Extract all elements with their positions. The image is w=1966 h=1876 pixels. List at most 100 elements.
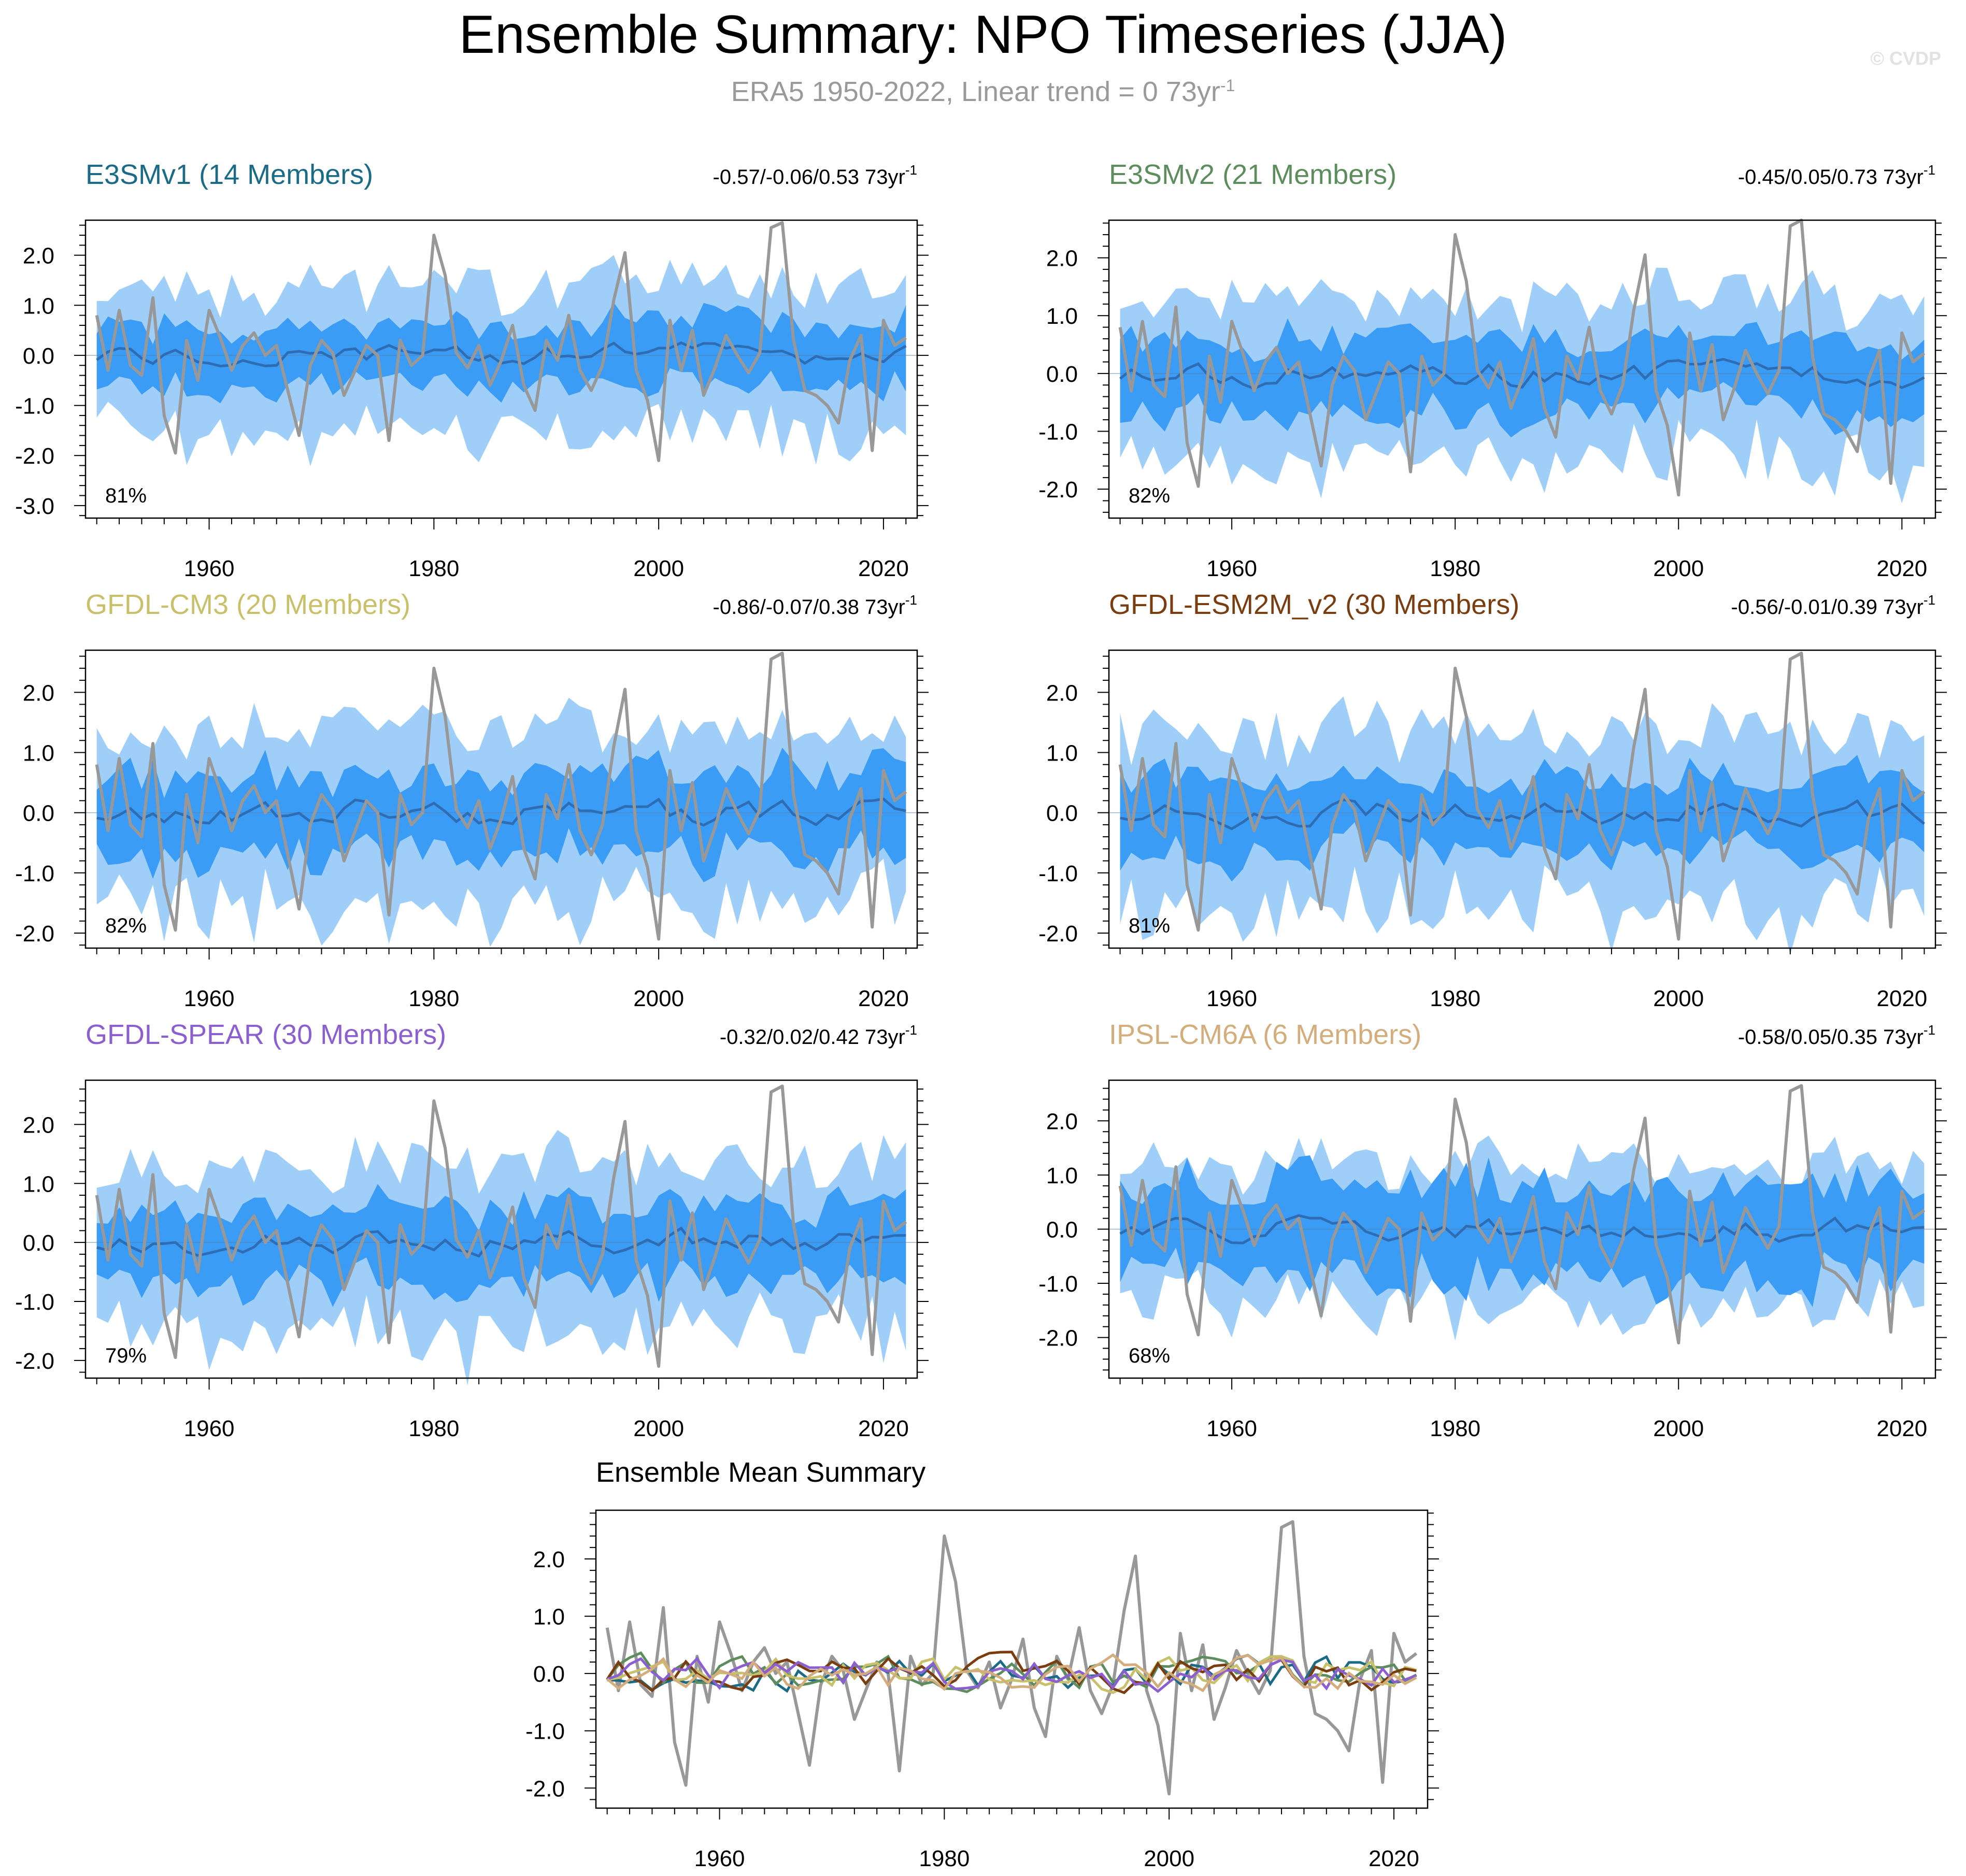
trend-label: -0.57/-0.06/0.53 73yr-1 bbox=[713, 162, 917, 189]
percent-label: 68% bbox=[1129, 1344, 1170, 1367]
y-tick-label: -2.0 bbox=[1038, 921, 1078, 947]
x-tick-label: 2020 bbox=[1876, 1416, 1927, 1441]
trend-value: -0.57/-0.06/0.53 73yr bbox=[713, 166, 905, 189]
y-tick-label: 1.0 bbox=[23, 740, 54, 766]
y-tick-label: 0.0 bbox=[1046, 1218, 1078, 1243]
y-tick-label: 1.0 bbox=[23, 1171, 54, 1197]
trend-label: -0.86/-0.07/0.38 73yr-1 bbox=[713, 592, 917, 619]
percent-label: 81% bbox=[1129, 914, 1170, 937]
panel-gfdl-spear: GFDL-SPEAR (30 Members) -0.32/0.02/0.42 7… bbox=[15, 1019, 929, 1441]
x-tick-label: 1960 bbox=[184, 986, 235, 1011]
x-tick-label: 2020 bbox=[858, 556, 909, 581]
percent-label: 82% bbox=[105, 914, 147, 937]
trend-exponent: -1 bbox=[905, 592, 917, 608]
figure-title: Ensemble Summary: NPO Timeseries (JJA) bbox=[459, 5, 1507, 65]
observed-era5-line bbox=[1118, 651, 1926, 941]
x-tick-label: 1980 bbox=[408, 556, 459, 581]
x-tick-label: 1980 bbox=[1430, 1416, 1480, 1441]
subtitle-text: ERA5 1950-2022, Linear trend = 0 73yr bbox=[731, 76, 1220, 107]
y-tick-label: -1.0 bbox=[15, 861, 54, 886]
x-tick-label: 2000 bbox=[633, 1416, 684, 1441]
panel-ipsl-cm6a: IPSL-CM6A (6 Members) -0.58/0.05/0.35 73y… bbox=[1038, 1019, 1947, 1441]
y-tick-label: -2.0 bbox=[15, 1349, 54, 1374]
panel-title: Ensemble Mean Summary bbox=[596, 1457, 925, 1488]
y-tick-label: 1.0 bbox=[1046, 740, 1078, 766]
panel-title: GFDL-ESM2M_v2 (30 Members) bbox=[1109, 589, 1519, 620]
observed-era5-line bbox=[605, 1520, 1418, 1796]
y-tick-label: -1.0 bbox=[1038, 1271, 1078, 1297]
panel-title: GFDL-SPEAR (30 Members) bbox=[86, 1019, 446, 1050]
y-tick-label: -2.0 bbox=[15, 921, 54, 947]
panel-e3smv2: E3SMv2 (21 Members) -0.45/0.05/0.73 73yr-… bbox=[1038, 159, 1947, 581]
x-tick-label: 2020 bbox=[1369, 1846, 1419, 1871]
y-tick-label: 1.0 bbox=[1046, 304, 1078, 329]
trend-exponent: -1 bbox=[1924, 592, 1935, 608]
panel-title: E3SMv2 (21 Members) bbox=[1109, 159, 1397, 190]
panel-ens-mean-summary: Ensemble Mean Summary 2.0 1.0 0.0 -1.0 -2.0 19… bbox=[525, 1457, 1439, 1871]
y-tick-label: -1.0 bbox=[1038, 861, 1078, 886]
x-tick-label: 2000 bbox=[1144, 1846, 1194, 1871]
y-tick-label: 0.0 bbox=[1046, 801, 1078, 826]
y-tick-label: -2.0 bbox=[1038, 1326, 1078, 1351]
y-tick-label: 0.0 bbox=[1046, 362, 1078, 387]
plot-frame bbox=[595, 1509, 1429, 1809]
y-tick-label: 2.0 bbox=[1046, 246, 1078, 271]
x-tick-label: 2020 bbox=[858, 1416, 909, 1441]
percent-label: 79% bbox=[105, 1344, 147, 1367]
y-tick-label: -1.0 bbox=[1038, 420, 1078, 445]
x-tick-label: 2020 bbox=[858, 986, 909, 1011]
y-tick-label: 0.0 bbox=[23, 1230, 54, 1256]
model-mean-line bbox=[607, 1653, 1417, 1693]
panel-gfdl-cm3: GFDL-CM3 (20 Members) -0.86/-0.07/0.38 73… bbox=[15, 589, 929, 1011]
trend-label: -0.58/0.05/0.35 73yr-1 bbox=[1738, 1022, 1935, 1049]
trend-value: -0.56/-0.01/0.39 73yr bbox=[1731, 596, 1924, 619]
panel-e3smv1: E3SMv1 (14 Members) -0.57/-0.06/0.53 73yr… bbox=[15, 159, 929, 581]
x-tick-label: 2000 bbox=[1653, 556, 1704, 581]
panel-title: GFDL-CM3 (20 Members) bbox=[86, 589, 410, 620]
y-tick-label: 2.0 bbox=[1046, 680, 1078, 706]
inner-spread-band bbox=[96, 303, 906, 404]
x-tick-label: 1980 bbox=[919, 1846, 970, 1871]
y-tick-label: -2.0 bbox=[1038, 477, 1078, 503]
trend-value: -0.32/0.02/0.42 73yr bbox=[720, 1026, 905, 1049]
trend-exponent: -1 bbox=[1924, 162, 1935, 178]
panel-gfdl-esm2m: GFDL-ESM2M_v2 (30 Members) -0.56/-0.01/0.… bbox=[1038, 589, 1947, 1011]
trend-value: -0.58/0.05/0.35 73yr bbox=[1738, 1026, 1924, 1049]
x-tick-label: 1980 bbox=[1430, 556, 1480, 581]
y-tick-label: -1.0 bbox=[15, 1290, 54, 1315]
observed-era5-line bbox=[95, 651, 907, 941]
percent-label: 82% bbox=[1129, 484, 1170, 507]
x-tick-label: 1960 bbox=[1206, 556, 1257, 581]
panel-title: E3SMv1 (14 Members) bbox=[86, 159, 373, 190]
y-tick-label: 1.0 bbox=[23, 293, 54, 319]
panel-title: IPSL-CM6A (6 Members) bbox=[1109, 1019, 1421, 1050]
y-tick-label: -1.0 bbox=[525, 1719, 565, 1744]
y-tick-label: 2.0 bbox=[1046, 1109, 1078, 1134]
trend-exponent: -1 bbox=[905, 162, 917, 178]
observed-era5-line bbox=[95, 1084, 907, 1368]
y-tick-label: 1.0 bbox=[533, 1605, 565, 1630]
trend-exponent: -1 bbox=[905, 1022, 917, 1038]
percent-label: 81% bbox=[105, 484, 147, 507]
x-tick-label: 1960 bbox=[1206, 986, 1257, 1011]
x-tick-label: 2020 bbox=[1876, 556, 1927, 581]
trend-exponent: -1 bbox=[1924, 1022, 1935, 1038]
x-tick-label: 1960 bbox=[184, 556, 235, 581]
y-tick-label: -2.0 bbox=[525, 1776, 565, 1801]
y-tick-label: 2.0 bbox=[23, 244, 54, 269]
x-tick-label: 1960 bbox=[694, 1846, 745, 1871]
x-tick-label: 1960 bbox=[184, 1416, 235, 1441]
trend-value: -0.45/0.05/0.73 73yr bbox=[1738, 166, 1924, 189]
x-tick-label: 2000 bbox=[1653, 986, 1704, 1011]
y-tick-label: -1.0 bbox=[15, 394, 54, 419]
y-tick-label: 2.0 bbox=[23, 1112, 54, 1138]
observed-era5-line bbox=[1118, 219, 1926, 497]
x-tick-label: 1980 bbox=[408, 1416, 459, 1441]
y-tick-label: 0.0 bbox=[23, 801, 54, 826]
x-tick-label: 2020 bbox=[1876, 986, 1927, 1011]
x-tick-label: 2000 bbox=[1653, 1416, 1704, 1441]
model-mean-line bbox=[607, 1655, 1417, 1694]
y-tick-label: -3.0 bbox=[15, 494, 54, 519]
trend-value: -0.86/-0.07/0.38 73yr bbox=[713, 596, 905, 619]
